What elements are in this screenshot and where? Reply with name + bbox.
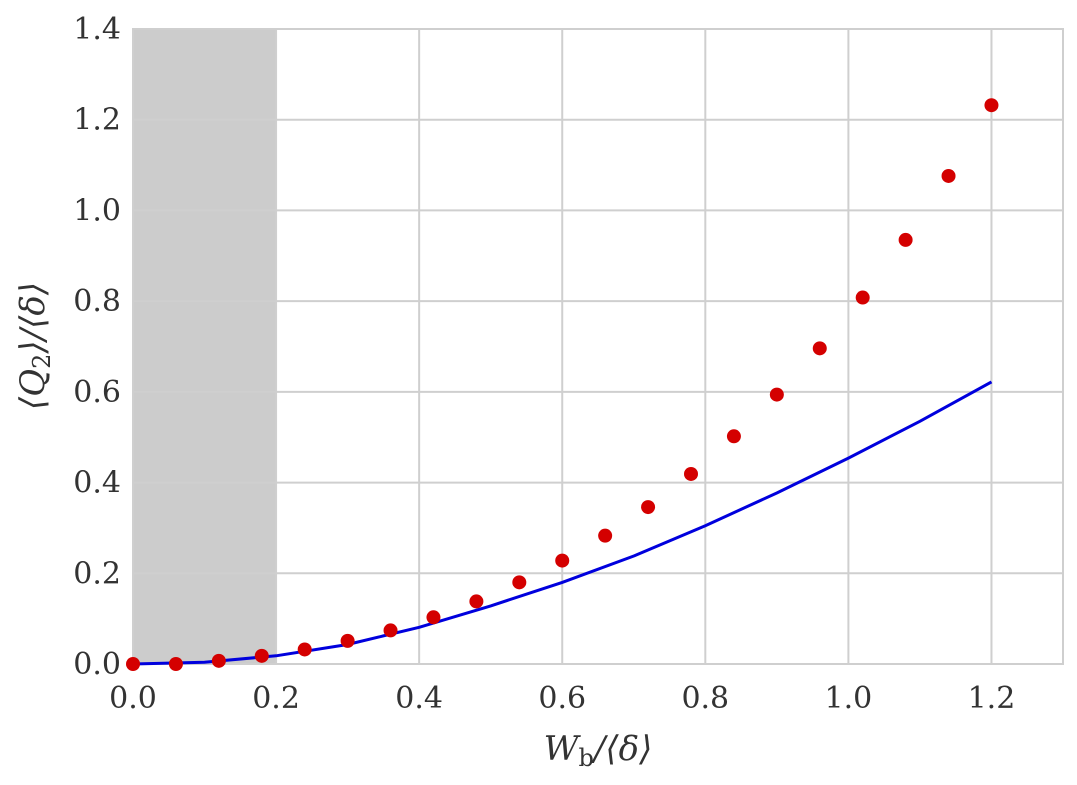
- data-point-11: [598, 528, 613, 543]
- data-point-10: [555, 553, 570, 568]
- x-tick-label-6: 1.2: [968, 681, 1016, 716]
- y-tick-label-1: 0.2: [73, 556, 121, 591]
- y-tick-label-6: 1.2: [73, 103, 121, 138]
- data-point-7: [426, 610, 441, 625]
- plot-frame: [132, 28, 1064, 665]
- x-tick-labels: 0.0 0.2 0.4 0.6 0.8 1.0 1.2: [109, 681, 1015, 716]
- y-tick-labels: 0.0 0.2 0.4 0.6 0.8 1.0 1.2 1.4: [73, 12, 121, 682]
- data-point-19: [941, 168, 956, 183]
- data-point-4: [297, 642, 312, 657]
- data-point-6: [383, 623, 398, 638]
- y-tick-label-5: 1.0: [73, 193, 121, 228]
- data-point-16: [812, 341, 827, 356]
- y-tick-label-4: 0.8: [73, 284, 121, 319]
- y-axis-label: ⟨Q2⟩/⟨δ⟩: [13, 282, 56, 410]
- x-tick-label-4: 0.8: [681, 681, 729, 716]
- plot-background: [133, 29, 1063, 664]
- x-axis-label: Wb/⟨δ⟩: [544, 729, 653, 772]
- x-tick-label-0: 0.0: [109, 681, 157, 716]
- x-tick-label-2: 0.4: [395, 681, 443, 716]
- model-curve: [132, 380, 993, 666]
- data-point-17: [855, 290, 870, 305]
- data-point-8: [469, 594, 484, 609]
- data-point-9: [512, 575, 527, 590]
- data-point-15: [769, 387, 784, 402]
- x-tick-label-3: 0.6: [538, 681, 586, 716]
- y-tick-label-3: 0.6: [73, 375, 121, 410]
- data-point-20: [984, 98, 999, 113]
- data-point-5: [340, 633, 355, 648]
- data-point-13: [684, 466, 698, 481]
- data-point-14: [726, 429, 741, 444]
- data-point-0: [126, 657, 140, 671]
- x-tick-label-5: 1.0: [825, 681, 873, 716]
- data-point-2: [211, 653, 226, 668]
- data-point-1: [168, 657, 183, 671]
- y-tick-label-2: 0.4: [73, 466, 121, 501]
- shaded-region: [133, 29, 277, 664]
- data-points: [126, 98, 999, 671]
- data-point-12: [641, 500, 656, 515]
- x-tick-label-1: 0.2: [252, 681, 300, 716]
- y-tick-label-0: 0.0: [73, 647, 121, 682]
- data-point-18: [898, 232, 913, 247]
- data-point-3: [254, 648, 269, 663]
- y-tick-label-7: 1.4: [73, 12, 121, 47]
